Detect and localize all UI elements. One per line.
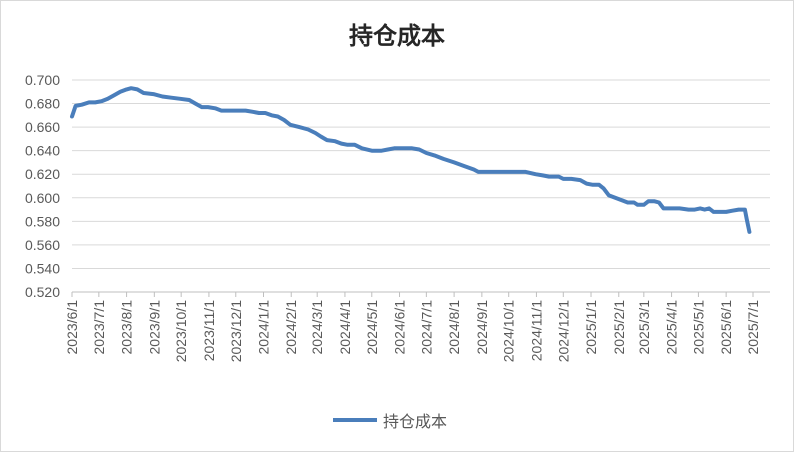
y-tick-label: 0.620	[25, 166, 60, 182]
x-tick-label: 2024/5/1	[364, 300, 380, 355]
x-tick-label: 2024/2/1	[283, 300, 299, 355]
y-tick-label: 0.680	[25, 96, 60, 112]
x-tick-label: 2023/8/1	[119, 300, 135, 355]
x-tick-label: 2024/8/1	[446, 300, 462, 355]
chart-title: 持仓成本	[349, 22, 445, 50]
x-tick-label: 2025/4/1	[664, 300, 680, 355]
x-tick-label: 2023/9/1	[146, 300, 162, 355]
x-tick-label: 2023/12/1	[228, 300, 244, 362]
x-tick-label: 2023/6/1	[64, 300, 80, 355]
x-tick-label: 2025/2/1	[611, 300, 627, 355]
y-tick-label: 0.560	[25, 237, 60, 253]
x-tick-label: 2023/11/1	[201, 300, 217, 361]
x-tick-label: 2024/1/1	[256, 300, 272, 355]
y-tick-label: 0.700	[25, 72, 60, 88]
x-tick-label: 2023/7/1	[91, 300, 107, 355]
x-tick-label: 2024/9/1	[474, 300, 490, 355]
x-tick-label: 2024/6/1	[392, 300, 408, 355]
x-tick-label: 2025/3/1	[636, 300, 652, 355]
y-tick-label: 0.600	[25, 190, 60, 206]
x-tick-label: 2024/12/1	[555, 300, 571, 362]
x-tick-label: 2024/10/1	[501, 300, 517, 362]
x-tick-label: 2025/1/1	[583, 300, 599, 355]
legend-label: 持仓成本	[383, 412, 448, 431]
x-tick-label: 2023/10/1	[173, 300, 189, 362]
x-tick-label: 2024/4/1	[337, 300, 353, 355]
y-tick-label: 0.540	[25, 260, 60, 276]
y-tick-label: 0.660	[25, 119, 60, 135]
y-tick-label: 0.640	[25, 143, 60, 159]
legend-line-marker	[333, 418, 377, 422]
x-tick-label: 2025/7/1	[745, 300, 761, 355]
legend: 持仓成本	[333, 410, 448, 431]
x-tick-label: 2024/7/1	[418, 300, 434, 355]
x-tick-label: 2025/6/1	[718, 300, 734, 355]
y-tick-label: 0.520	[25, 284, 60, 300]
x-tick-label: 2024/11/1	[528, 300, 544, 361]
series-line	[70, 86, 752, 234]
x-tick-label: 2024/3/1	[309, 300, 325, 355]
y-tick-label: 0.580	[25, 213, 60, 229]
x-tick-label: 2025/5/1	[690, 300, 706, 355]
